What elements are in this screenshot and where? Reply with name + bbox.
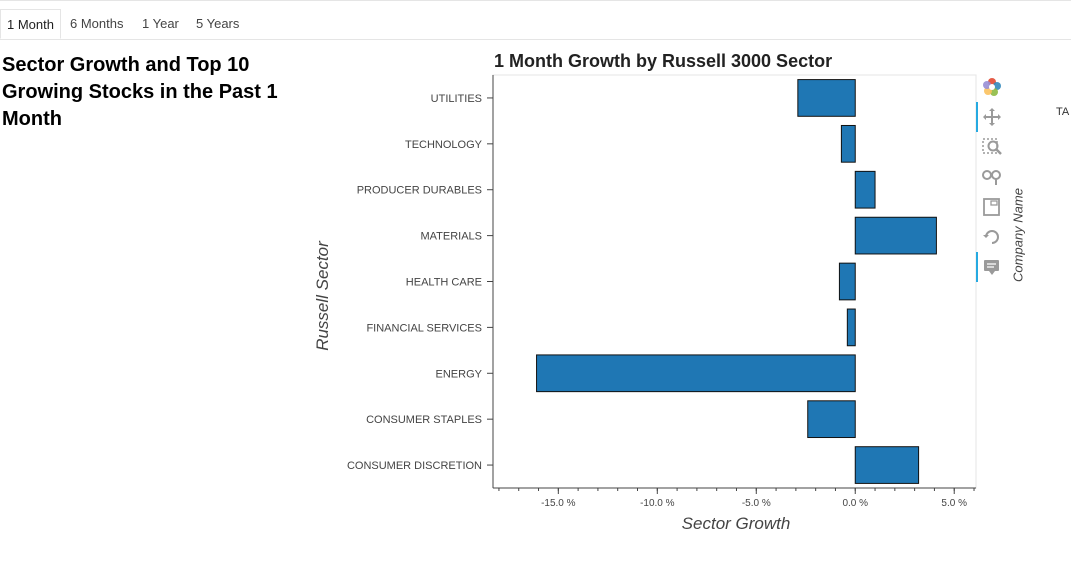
bar-financial-services[interactable] bbox=[846, 308, 856, 347]
bar-health-care[interactable] bbox=[838, 262, 856, 301]
x-tick-label: 5.0 % bbox=[941, 498, 967, 509]
chart-toolbar bbox=[976, 74, 1006, 284]
reset-icon[interactable] bbox=[980, 226, 1004, 248]
pan-icon[interactable] bbox=[976, 102, 1004, 132]
tab-1-year[interactable]: 1 Year bbox=[142, 16, 179, 31]
y-tick-label: MATERIALS bbox=[420, 231, 482, 243]
top-divider bbox=[0, 0, 1071, 1]
wheel-zoom-icon[interactable] bbox=[980, 166, 1004, 188]
hover-icon[interactable] bbox=[976, 252, 1004, 282]
truncated-column-header: TA bbox=[1056, 106, 1070, 118]
y-tick-label: CONSUMER DISCRETION bbox=[347, 460, 482, 472]
x-tick-label: -15.0 % bbox=[541, 498, 576, 509]
bar-producer-durables[interactable] bbox=[854, 170, 876, 209]
bar-materials[interactable] bbox=[854, 216, 937, 255]
y-tick-label: UTILITIES bbox=[431, 93, 482, 105]
x-tick-label: -10.0 % bbox=[640, 498, 675, 509]
save-icon[interactable] bbox=[980, 196, 1004, 218]
tab-1-month[interactable]: 1 Month bbox=[0, 9, 61, 39]
box-zoom-icon[interactable] bbox=[980, 136, 1004, 158]
y-tick-label: CONSUMER STAPLES bbox=[366, 414, 482, 426]
bar-technology[interactable] bbox=[840, 124, 856, 163]
x-axis: -15.0 % -10.0 % -5.0 % 0.0 % 5.0 % bbox=[493, 487, 976, 509]
page-title: Sector Growth and Top 10 Growing Stocks … bbox=[2, 54, 278, 130]
chart-title: 1 Month Growth by Russell 3000 Sector bbox=[494, 51, 832, 71]
y-tick-label: ENERGY bbox=[436, 368, 483, 380]
bokeh-logo-icon[interactable] bbox=[980, 76, 1004, 98]
y-tick-label: TECHNOLOGY bbox=[405, 139, 483, 151]
bar-energy[interactable] bbox=[536, 354, 856, 393]
y-tick-label: FINANCIAL SERVICES bbox=[366, 322, 482, 334]
y-tick-label: PRODUCER DURABLES bbox=[357, 185, 482, 197]
period-tabs: 1 Month 6 Months 1 Year 5 Years bbox=[0, 9, 1071, 40]
x-axis-label: Sector Growth bbox=[682, 514, 791, 533]
y-axis-label: Russell Sector bbox=[313, 240, 332, 351]
sector-growth-chart[interactable]: 1 Month Growth by Russell 3000 Sector UT… bbox=[300, 44, 980, 544]
tab-5-years[interactable]: 5 Years bbox=[196, 16, 240, 31]
y-axis: UTILITIES TECHNOLOGY PRODUCER DURABLES MATE… bbox=[347, 75, 494, 488]
bar-utilities[interactable] bbox=[797, 79, 856, 117]
tab-6-months[interactable]: 6 Months bbox=[70, 16, 124, 31]
bar-consumer-staples[interactable] bbox=[807, 400, 856, 439]
x-tick-label: 0.0 % bbox=[842, 498, 868, 509]
plot-area bbox=[492, 74, 977, 489]
bar-consumer-discretion[interactable] bbox=[854, 446, 920, 484]
x-tick-label: -5.0 % bbox=[742, 498, 771, 509]
bars-group bbox=[536, 79, 937, 484]
company-name-label: Company Name bbox=[1010, 188, 1026, 282]
y-tick-label: HEALTH CARE bbox=[406, 277, 482, 289]
